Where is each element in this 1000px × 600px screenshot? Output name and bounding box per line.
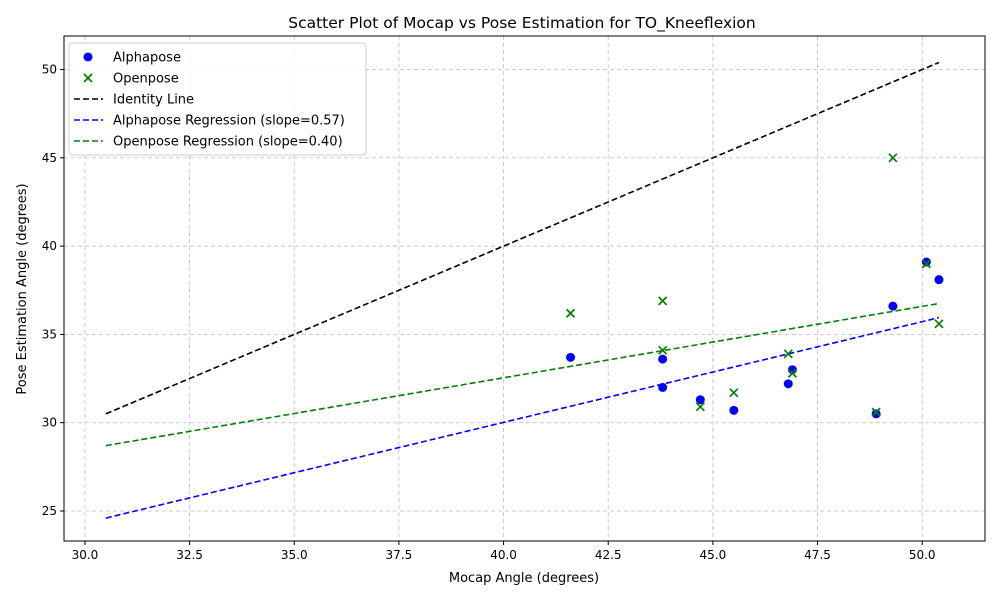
chart-title: Scatter Plot of Mocap vs Pose Estimation… <box>288 14 756 33</box>
y-axis-ticks: 25 30 35 40 45 50 <box>42 63 64 518</box>
y-tick-label: 25 <box>42 504 57 518</box>
openpose-point-stroke <box>871 407 881 417</box>
series-line <box>105 316 940 519</box>
openpose-point-stroke <box>934 319 944 329</box>
openpose-point <box>565 308 576 318</box>
x-tick-label: 30.0 <box>72 548 99 562</box>
y-axis-label: Pose Estimation Angle (degrees) <box>15 183 30 394</box>
legend-item: Openpose <box>83 72 179 87</box>
openpose-point <box>658 296 668 306</box>
series-line <box>105 302 940 447</box>
x-tick-label: 32.5 <box>176 548 203 562</box>
x-tick-label: 35.0 <box>281 548 308 562</box>
x-axis-label: Mocap Angle (degrees) <box>449 571 599 586</box>
x-tick-label: 37.5 <box>386 548 413 562</box>
legend-item: Openpose Regression (slope=0.40) <box>74 135 343 150</box>
alphapose-point <box>921 257 931 267</box>
y-tick-label: 50 <box>42 63 57 77</box>
x-axis-ticks: 30.0 32.5 35.0 37.5 40.0 42.5 45.0 47.5 50.0 <box>72 541 936 562</box>
legend-label: Alphapose Regression (slope=0.57) <box>113 114 345 129</box>
alphapose-point <box>695 395 705 405</box>
openpose-point <box>658 345 668 355</box>
legend-x-marker <box>83 73 93 83</box>
x-tick-label: 45.0 <box>700 548 727 562</box>
legend-item: Identity Line <box>74 93 194 108</box>
legend-box <box>68 42 367 156</box>
alphapose-point <box>729 405 739 415</box>
y-tick-label: 30 <box>42 416 57 430</box>
y-tick-label: 45 <box>42 151 57 165</box>
x-tick-label: 50.0 <box>909 548 936 562</box>
openpose-point-stroke <box>888 153 898 163</box>
legend-item: Alphapose Regression (slope=0.57) <box>74 114 345 129</box>
openpose-point <box>783 349 793 359</box>
legend-label: Identity Line <box>113 93 194 108</box>
openpose-point <box>934 319 944 329</box>
openpose-point-stroke <box>729 388 739 398</box>
alphapose-point <box>783 379 793 389</box>
openpose-point <box>787 368 798 378</box>
legend: Alphapose Openpose Identity Line Alphapose … <box>68 42 367 156</box>
openpose-point <box>921 259 931 269</box>
alphapose-point <box>566 352 576 362</box>
data-points <box>565 153 944 419</box>
openpose-point-stroke <box>658 296 668 306</box>
y-tick-label: 35 <box>42 327 57 341</box>
openpose-point-stroke <box>783 349 793 359</box>
openpose-point-stroke <box>658 345 668 355</box>
x-tick-label: 40.0 <box>490 548 517 562</box>
alphapose-point <box>871 409 881 419</box>
plot-border <box>63 35 986 542</box>
series-line <box>105 61 940 415</box>
legend-item: Alphapose <box>83 51 181 66</box>
openpose-point <box>888 153 898 163</box>
legend-label: Alphapose <box>113 51 181 66</box>
openpose-point-stroke <box>695 402 705 412</box>
x-tick-label: 42.5 <box>595 548 622 562</box>
legend-label: Openpose <box>113 72 179 87</box>
alphapose-point <box>888 301 898 311</box>
openpose-point <box>871 407 881 417</box>
regression-lines <box>105 61 940 519</box>
openpose-point <box>695 402 705 412</box>
alphapose-point <box>934 275 944 285</box>
openpose-point-stroke <box>787 368 798 378</box>
alphapose-point <box>658 382 668 392</box>
alphapose-point <box>658 354 668 364</box>
legend-circle-marker <box>83 52 93 62</box>
openpose-point <box>729 388 739 398</box>
x-tick-label: 47.5 <box>804 548 831 562</box>
openpose-point-stroke <box>565 308 576 318</box>
legend-label: Openpose Regression (slope=0.40) <box>113 135 343 150</box>
grid-lines <box>64 36 985 541</box>
y-tick-label: 40 <box>42 239 57 253</box>
openpose-point-stroke <box>921 259 931 269</box>
